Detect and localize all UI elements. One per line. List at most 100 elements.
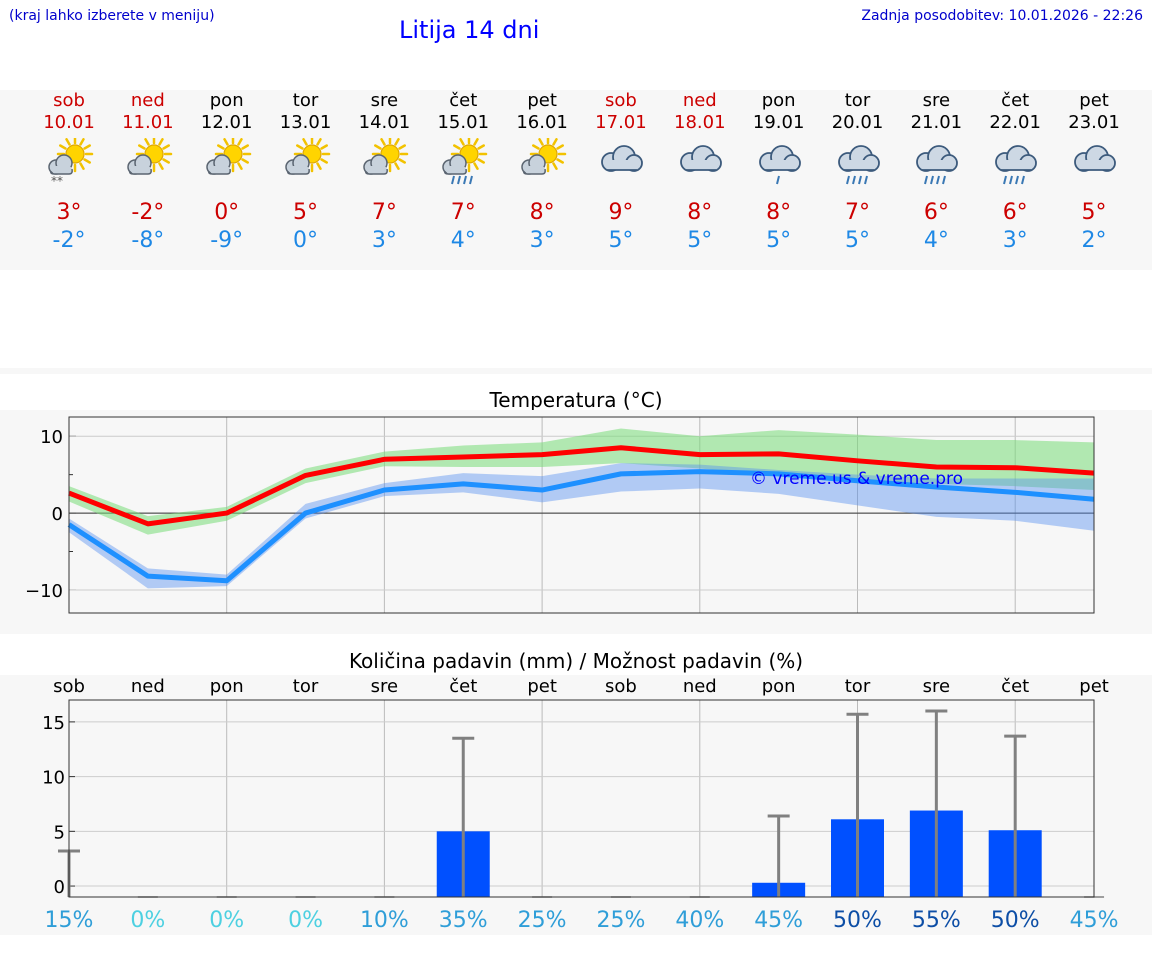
max-temp: 5° — [293, 200, 319, 225]
min-temp: 5° — [608, 228, 634, 253]
max-temp-band — [69, 428, 1095, 535]
min-temp-band — [69, 463, 1095, 589]
min-temp: 5° — [687, 228, 713, 253]
cloud — [995, 145, 1038, 172]
y-tick-label: 5 — [54, 822, 65, 843]
cloud — [205, 154, 231, 175]
day-name: ned — [682, 90, 717, 111]
max-temp: 8° — [529, 200, 555, 225]
location-hint[interactable]: (kraj lahko izberete v meniju) — [9, 8, 215, 24]
sun-rays — [56, 135, 94, 173]
page-title: Litija 14 dni — [399, 16, 540, 44]
precip-chart-title: Količina padavin (mm) / Možnost padavin … — [348, 649, 804, 673]
cloudy-icon — [597, 138, 647, 188]
cloudy-rain-icon — [834, 138, 884, 188]
max-temp: 0° — [214, 200, 240, 225]
min-temp: 2° — [1081, 228, 1107, 253]
day-date: 14.01 — [358, 112, 411, 133]
y-tick-label: 10 — [40, 427, 63, 448]
day-name: sob — [605, 90, 637, 111]
cloud — [284, 154, 310, 175]
min-temp: 3° — [1002, 228, 1028, 253]
day-name: sre — [370, 90, 399, 111]
temperature-chart: −10 0 10 © vreme.us & vreme.pro — [25, 416, 1095, 614]
cloud — [1074, 145, 1116, 172]
y-tick-label: 0 — [52, 504, 63, 525]
partly-sunny-snow-icon: ** — [45, 135, 95, 188]
precip-probability: 55% — [912, 908, 961, 933]
partly-sunny-icon — [124, 135, 174, 188]
max-temp: 6° — [1002, 200, 1028, 225]
min-temp: -8° — [131, 228, 165, 253]
day-date: 11.01 — [122, 112, 174, 133]
cloud — [758, 145, 801, 172]
rain-drops — [1003, 175, 1026, 185]
precip-probability: 25% — [596, 908, 645, 933]
max-temp: 9° — [608, 200, 634, 225]
rain-drops — [775, 175, 780, 185]
day-date: 15.01 — [437, 112, 490, 133]
day-column: sob 10.01 3° -2° ** — [29, 90, 109, 270]
separator — [0, 368, 1152, 374]
x-tick-label: sre — [371, 676, 398, 697]
max-temp-line — [68, 445, 1095, 527]
day-date: 16.01 — [516, 112, 568, 133]
x-tick-label: čet — [1001, 676, 1029, 697]
min-temp: 3° — [529, 228, 555, 253]
forecast-strip — [0, 90, 1152, 270]
day-column: ned 11.01 -2° -8° — [108, 90, 188, 270]
day-name: pet — [527, 90, 557, 111]
cloud — [442, 154, 468, 175]
min-temp: 3° — [371, 228, 397, 253]
cloud — [363, 154, 389, 175]
day-column: tor 13.01 5° 0° — [266, 90, 346, 270]
partly-sunny-rain-icon — [439, 135, 489, 188]
max-temp: 3° — [56, 200, 82, 225]
y-tick-label: 10 — [42, 768, 65, 789]
cloudy-icon — [1070, 138, 1120, 188]
cloudy-icon — [676, 138, 726, 188]
precipitation-chart: 0 5 10 15 sob ned pon tor sre čet pet sob ned pon tor s… — [42, 676, 1118, 933]
day-name: pet — [1079, 90, 1109, 111]
min-temp: -2° — [52, 228, 86, 253]
day-column: tor 20.01 7° 5° — [818, 90, 898, 270]
plot-frame — [68, 416, 1095, 614]
cloud — [679, 145, 722, 172]
cloudy-light-rain-icon — [755, 138, 805, 188]
cloud — [601, 145, 643, 172]
day-column: pet 23.01 5° 2° — [1054, 90, 1134, 270]
y-tick-label: −10 — [25, 581, 63, 602]
day-date: 18.01 — [674, 112, 726, 133]
day-date: 22.01 — [989, 112, 1041, 133]
day-name: tor — [844, 90, 871, 111]
y-tick-label: 0 — [54, 877, 65, 898]
x-tick-label: tor — [845, 676, 871, 697]
precip-probability: 15% — [45, 908, 94, 933]
day-date: 20.01 — [831, 112, 884, 133]
day-name: sob — [53, 90, 85, 111]
max-temp: 7° — [450, 200, 476, 225]
precip-probability: 50% — [991, 908, 1040, 933]
x-tick-label: ned — [131, 676, 165, 697]
min-temp: 4° — [923, 228, 949, 253]
max-temp: 5° — [1081, 200, 1107, 225]
precip-probability: 25% — [518, 908, 567, 933]
cloud — [48, 154, 73, 175]
max-temp: -2° — [131, 200, 165, 225]
x-tick-label: tor — [293, 676, 319, 697]
min-temp: 4° — [450, 228, 476, 253]
rain-drops — [924, 175, 947, 185]
x-tick-label: čet — [449, 676, 477, 697]
precip-probability: 40% — [675, 908, 724, 933]
min-temp: 0° — [293, 228, 319, 253]
temp-chart-title: Temperatura (°C) — [489, 388, 663, 412]
day-date: 17.01 — [595, 112, 647, 133]
precip-probability: 0% — [130, 908, 165, 933]
min-temp-line — [67, 469, 1095, 584]
rain-drops — [451, 175, 474, 185]
rain-drops — [845, 175, 868, 185]
x-tick-label: sre — [923, 676, 950, 697]
x-tick-label: sob — [605, 676, 637, 697]
day-date: 21.01 — [910, 112, 963, 133]
day-column: čet 15.01 7° 4° — [423, 90, 503, 270]
